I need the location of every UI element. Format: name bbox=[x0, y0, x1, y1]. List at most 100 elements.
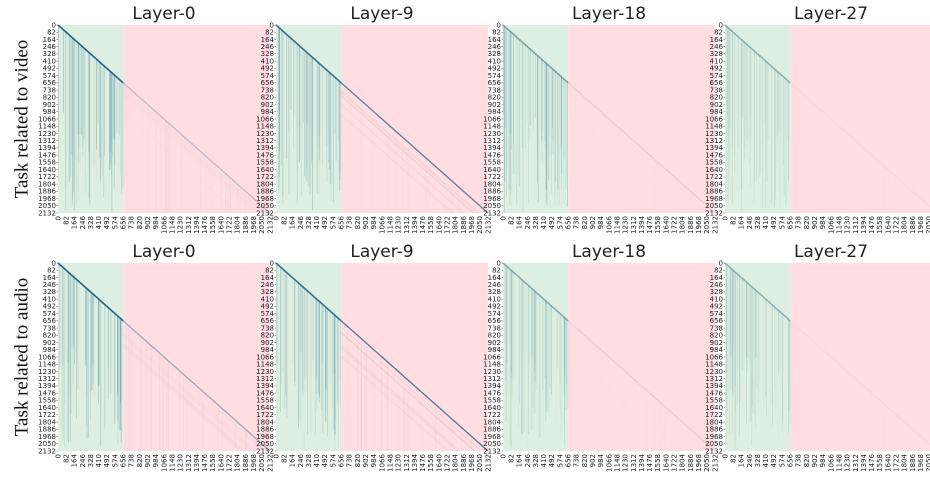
y-tick-label: 656 bbox=[261, 79, 275, 87]
x-tick-label: 1640 bbox=[217, 454, 225, 472]
y-tick-label: 574 bbox=[43, 72, 57, 80]
attention-off-diagonal bbox=[341, 104, 464, 214]
x-tick-label: 0 bbox=[721, 216, 729, 220]
y-tick-label: 246 bbox=[43, 281, 57, 289]
x-tick-label: 246 bbox=[79, 453, 87, 467]
y-tick-label: 1148 bbox=[38, 361, 56, 369]
x-tick-label: 492 bbox=[548, 454, 556, 467]
video-token-region bbox=[725, 263, 791, 451]
panel-title: Layer-0 bbox=[132, 4, 195, 24]
y-tick-label: 656 bbox=[488, 317, 502, 325]
heatmap-panel: Layer-2708216424632841049257465673882090… bbox=[705, 242, 930, 472]
x-tick-label: 1148 bbox=[613, 454, 621, 472]
y-tick-label: 410 bbox=[710, 295, 723, 303]
y-tick-label: 2132 bbox=[256, 447, 274, 455]
y-tick-label: 328 bbox=[43, 288, 56, 296]
y-tick-label: 492 bbox=[43, 303, 56, 311]
attention-diagonal-video bbox=[275, 24, 342, 84]
x-tick-label: 1558 bbox=[654, 454, 662, 472]
y-tick-label: 2132 bbox=[705, 447, 723, 455]
y-tick-label: 82 bbox=[265, 267, 274, 275]
y-tick-label: 656 bbox=[261, 317, 275, 325]
y-tick-label: 82 bbox=[492, 267, 501, 275]
attention-diagonal-audio bbox=[567, 320, 716, 452]
y-tick-label: 1640 bbox=[705, 166, 723, 174]
y-tick-label: 574 bbox=[261, 72, 275, 80]
x-tick-label: 984 bbox=[152, 215, 160, 229]
x-tick-label: 1476 bbox=[419, 215, 427, 233]
x-tick-label: 1640 bbox=[662, 216, 670, 234]
y-tick-label: 1394 bbox=[705, 382, 723, 390]
x-tick-label: 2132 bbox=[711, 216, 719, 234]
x-tick-label: 2132 bbox=[484, 216, 492, 234]
y-tick-label: 164 bbox=[488, 36, 502, 44]
y-tick-label: 0 bbox=[719, 21, 723, 29]
x-tick-label: 492 bbox=[770, 454, 778, 467]
y-tick-label: 574 bbox=[710, 310, 724, 318]
y-tick-label: 574 bbox=[43, 310, 57, 318]
attention-diagonal-audio bbox=[567, 82, 716, 214]
x-tick-label: 1886 bbox=[242, 215, 250, 233]
panel-title: Layer-27 bbox=[794, 4, 868, 24]
x-tick-label: 410 bbox=[762, 454, 770, 467]
x-tick-label: 656 bbox=[338, 453, 346, 467]
x-tick-label: 1968 bbox=[250, 216, 258, 234]
x-tick-label: 656 bbox=[787, 453, 795, 467]
y-tick-label: 164 bbox=[261, 36, 275, 44]
x-tick-label: 1886 bbox=[460, 453, 468, 471]
y-tick-label: 984 bbox=[488, 108, 502, 116]
y-tick-label: 164 bbox=[710, 274, 724, 282]
y-tick-label: 82 bbox=[47, 29, 56, 37]
x-tick-label: 1804 bbox=[679, 215, 687, 233]
x-tick-label: 1886 bbox=[687, 453, 695, 471]
x-tick-label: 574 bbox=[778, 215, 786, 229]
x-tick-label: 820 bbox=[803, 454, 811, 467]
x-tick-label: 246 bbox=[297, 215, 305, 229]
x-tick-label: 820 bbox=[136, 454, 144, 467]
y-tick-label: 1394 bbox=[483, 144, 501, 152]
attention-streaks bbox=[275, 263, 486, 452]
y-tick-label: 0 bbox=[497, 259, 501, 267]
y-tick-label: 164 bbox=[43, 36, 57, 44]
x-tick-label: 1066 bbox=[378, 215, 386, 233]
x-tick-label: 574 bbox=[329, 215, 337, 229]
attention-diagonal-video bbox=[502, 24, 569, 84]
y-tick-label: 1230 bbox=[256, 130, 274, 138]
y-tick-label: 410 bbox=[43, 57, 56, 65]
y-tick-label: 1640 bbox=[38, 404, 56, 412]
x-tick-label: 1968 bbox=[468, 454, 476, 472]
x-tick-label: 1476 bbox=[868, 453, 876, 471]
y-tick-label: 2132 bbox=[256, 209, 274, 217]
y-tick-label: 1640 bbox=[483, 166, 501, 174]
attention-off-diagonal bbox=[341, 95, 474, 214]
y-tick-label: 1558 bbox=[256, 397, 274, 405]
audio-token-region bbox=[568, 25, 715, 213]
x-tick-label: 1312 bbox=[403, 216, 411, 234]
y-tick-label: 1804 bbox=[256, 418, 274, 426]
y-tick-label: 1476 bbox=[256, 389, 274, 397]
y-tick-label: 492 bbox=[261, 65, 274, 73]
x-tick-label: 656 bbox=[120, 215, 128, 229]
audio-token-region bbox=[790, 263, 930, 451]
x-tick-label: 820 bbox=[354, 454, 362, 467]
attention-off-diagonal bbox=[123, 325, 265, 452]
y-tick-label: 1312 bbox=[256, 375, 274, 383]
x-tick-label: 1230 bbox=[844, 454, 852, 472]
y-tick-label: 328 bbox=[710, 288, 723, 296]
y-tick-label: 738 bbox=[43, 324, 56, 332]
x-tick-label: 656 bbox=[120, 453, 128, 467]
x-tick-label: 328 bbox=[305, 454, 313, 467]
y-tick-label: 1558 bbox=[483, 159, 501, 167]
x-tick-label: 820 bbox=[581, 454, 589, 467]
x-tick-label: 984 bbox=[819, 215, 827, 229]
y-tick-label: 2050 bbox=[38, 202, 56, 210]
x-tick-label: 574 bbox=[329, 453, 337, 467]
y-tick-label: 738 bbox=[43, 86, 56, 94]
y-tick-label: 738 bbox=[261, 86, 274, 94]
attention-off-diagonal bbox=[123, 343, 245, 452]
attention-streaks bbox=[502, 25, 568, 213]
x-tick-label: 328 bbox=[532, 216, 540, 229]
y-tick-label: 1722 bbox=[705, 173, 723, 181]
audio-token-region bbox=[123, 263, 270, 451]
y-tick-label: 1804 bbox=[38, 418, 56, 426]
